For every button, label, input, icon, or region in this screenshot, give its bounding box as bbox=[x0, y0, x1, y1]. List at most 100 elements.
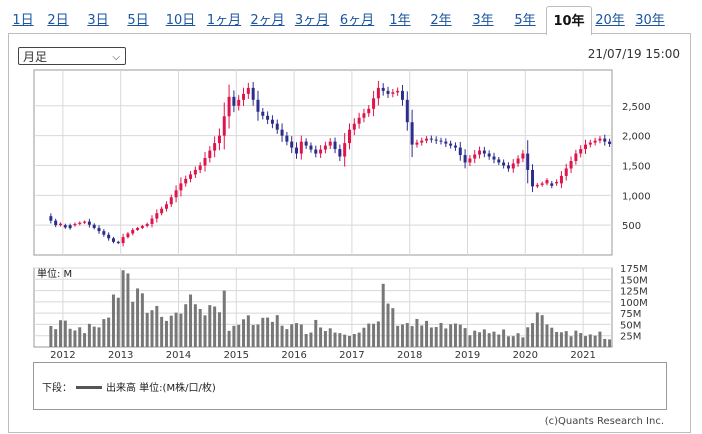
candle-body bbox=[362, 113, 366, 118]
volume-bar bbox=[478, 332, 482, 347]
volume-bar bbox=[352, 333, 356, 347]
volume-bar bbox=[333, 332, 337, 347]
volume-bar bbox=[78, 327, 82, 347]
x-tick-label: 2016 bbox=[281, 350, 306, 361]
tab-15[interactable]: 20年 bbox=[595, 13, 625, 28]
candle-body bbox=[179, 183, 183, 191]
volume-bar bbox=[63, 320, 67, 347]
volume-bar bbox=[198, 308, 202, 347]
tab-13[interactable]: 5年 bbox=[514, 13, 536, 28]
candle-body bbox=[531, 169, 535, 187]
candle-body bbox=[150, 218, 154, 224]
candle-body bbox=[511, 163, 515, 169]
volume-bar bbox=[285, 329, 289, 347]
volume-bar bbox=[410, 326, 414, 347]
candle-body bbox=[251, 87, 255, 100]
volume-tick-label: 100M bbox=[620, 298, 648, 309]
tab-3[interactable]: 3日 bbox=[87, 13, 109, 28]
volume-tick-label: 125M bbox=[620, 287, 648, 298]
volume-bar bbox=[540, 315, 544, 347]
volume-bar bbox=[463, 328, 467, 347]
candle-body bbox=[506, 165, 510, 169]
candle-body bbox=[588, 142, 592, 145]
volume-bar bbox=[603, 338, 607, 347]
candle-body bbox=[367, 108, 371, 114]
volume-bar bbox=[526, 327, 530, 347]
candle-body bbox=[487, 153, 491, 157]
volume-bar bbox=[531, 323, 535, 347]
candle-body bbox=[213, 143, 217, 151]
candle-body bbox=[304, 141, 308, 146]
price-tick-label: 2,500 bbox=[622, 102, 651, 113]
tab-10[interactable]: 1年 bbox=[389, 13, 411, 28]
tab-9[interactable]: 6ヶ月 bbox=[339, 13, 375, 28]
volume-bar bbox=[111, 294, 115, 347]
x-tick-label: 2015 bbox=[224, 350, 249, 361]
volume-bar bbox=[49, 325, 53, 347]
candle-body bbox=[49, 216, 53, 221]
volume-bar bbox=[275, 315, 279, 347]
candle-body bbox=[372, 98, 376, 109]
volume-bar bbox=[213, 306, 217, 347]
candle-body bbox=[102, 231, 106, 235]
candle-body bbox=[83, 221, 87, 223]
tab-8[interactable]: 3ヶ月 bbox=[294, 13, 330, 28]
volume-bar bbox=[232, 325, 236, 347]
tab-4[interactable]: 5日 bbox=[127, 13, 149, 28]
tab-14[interactable]: 10年 bbox=[546, 6, 592, 35]
tab-6[interactable]: 1ヶ月 bbox=[206, 13, 242, 28]
x-tick-label: 2013 bbox=[108, 350, 133, 361]
interval-select[interactable]: 月足 ⌵ bbox=[18, 47, 126, 65]
tab-1[interactable]: 1日 bbox=[12, 13, 34, 28]
tab-5[interactable]: 10日 bbox=[165, 13, 196, 28]
candle-body bbox=[189, 174, 193, 179]
candle-body bbox=[155, 213, 159, 219]
volume-bar bbox=[83, 333, 87, 347]
volume-bar bbox=[598, 331, 602, 347]
tab-2[interactable]: 2日 bbox=[47, 13, 69, 28]
tab-11[interactable]: 2年 bbox=[430, 13, 452, 28]
volume-bar bbox=[381, 283, 385, 347]
candle-body bbox=[425, 138, 429, 141]
volume-bar bbox=[434, 327, 438, 347]
volume-bar bbox=[222, 290, 226, 347]
candle-body bbox=[439, 140, 443, 142]
volume-bar bbox=[217, 312, 221, 347]
volume-bar bbox=[425, 320, 429, 347]
candle-body bbox=[352, 123, 356, 130]
candle-body bbox=[482, 150, 486, 154]
volume-bar bbox=[102, 319, 106, 347]
tab-16[interactable]: 30年 bbox=[635, 13, 665, 28]
volume-bar bbox=[453, 323, 457, 347]
candle-body bbox=[198, 165, 202, 170]
volume-bar bbox=[482, 329, 486, 347]
candle-body bbox=[593, 140, 597, 143]
volume-bar bbox=[415, 318, 419, 347]
chevron-down-icon: ⌵ bbox=[112, 52, 120, 63]
price-tick-label: 1,000 bbox=[622, 191, 651, 202]
candle-body bbox=[343, 143, 347, 157]
volume-bar bbox=[376, 321, 380, 347]
candle-body bbox=[584, 144, 588, 150]
volume-bar bbox=[73, 330, 77, 347]
volume-tick-label: 25M bbox=[620, 332, 641, 343]
volume-bar bbox=[400, 324, 404, 347]
volume-bar bbox=[280, 325, 284, 347]
candle-body bbox=[574, 153, 578, 162]
tab-7[interactable]: 2ヶ月 bbox=[250, 13, 285, 28]
candle-body bbox=[598, 138, 602, 141]
candle-body bbox=[237, 99, 241, 106]
volume-bar bbox=[372, 323, 376, 347]
volume-bar bbox=[270, 321, 274, 347]
tab-12[interactable]: 3年 bbox=[472, 13, 494, 28]
volume-bar bbox=[429, 327, 433, 347]
volume-bar bbox=[155, 305, 159, 347]
candle-body bbox=[299, 141, 303, 154]
x-tick-label: 2018 bbox=[397, 350, 422, 361]
candle-body bbox=[68, 225, 72, 229]
volume-bar bbox=[304, 333, 308, 347]
volume-bar bbox=[309, 332, 313, 347]
period-tabs: 1日 2日 3日 5日 10日 1ヶ月 2ヶ月 3ヶ月 6ヶ月 1年 2年 3年 5年 10年 20年 30年 bbox=[8, 6, 688, 35]
candle-body bbox=[270, 119, 274, 124]
candle-body bbox=[217, 135, 221, 144]
